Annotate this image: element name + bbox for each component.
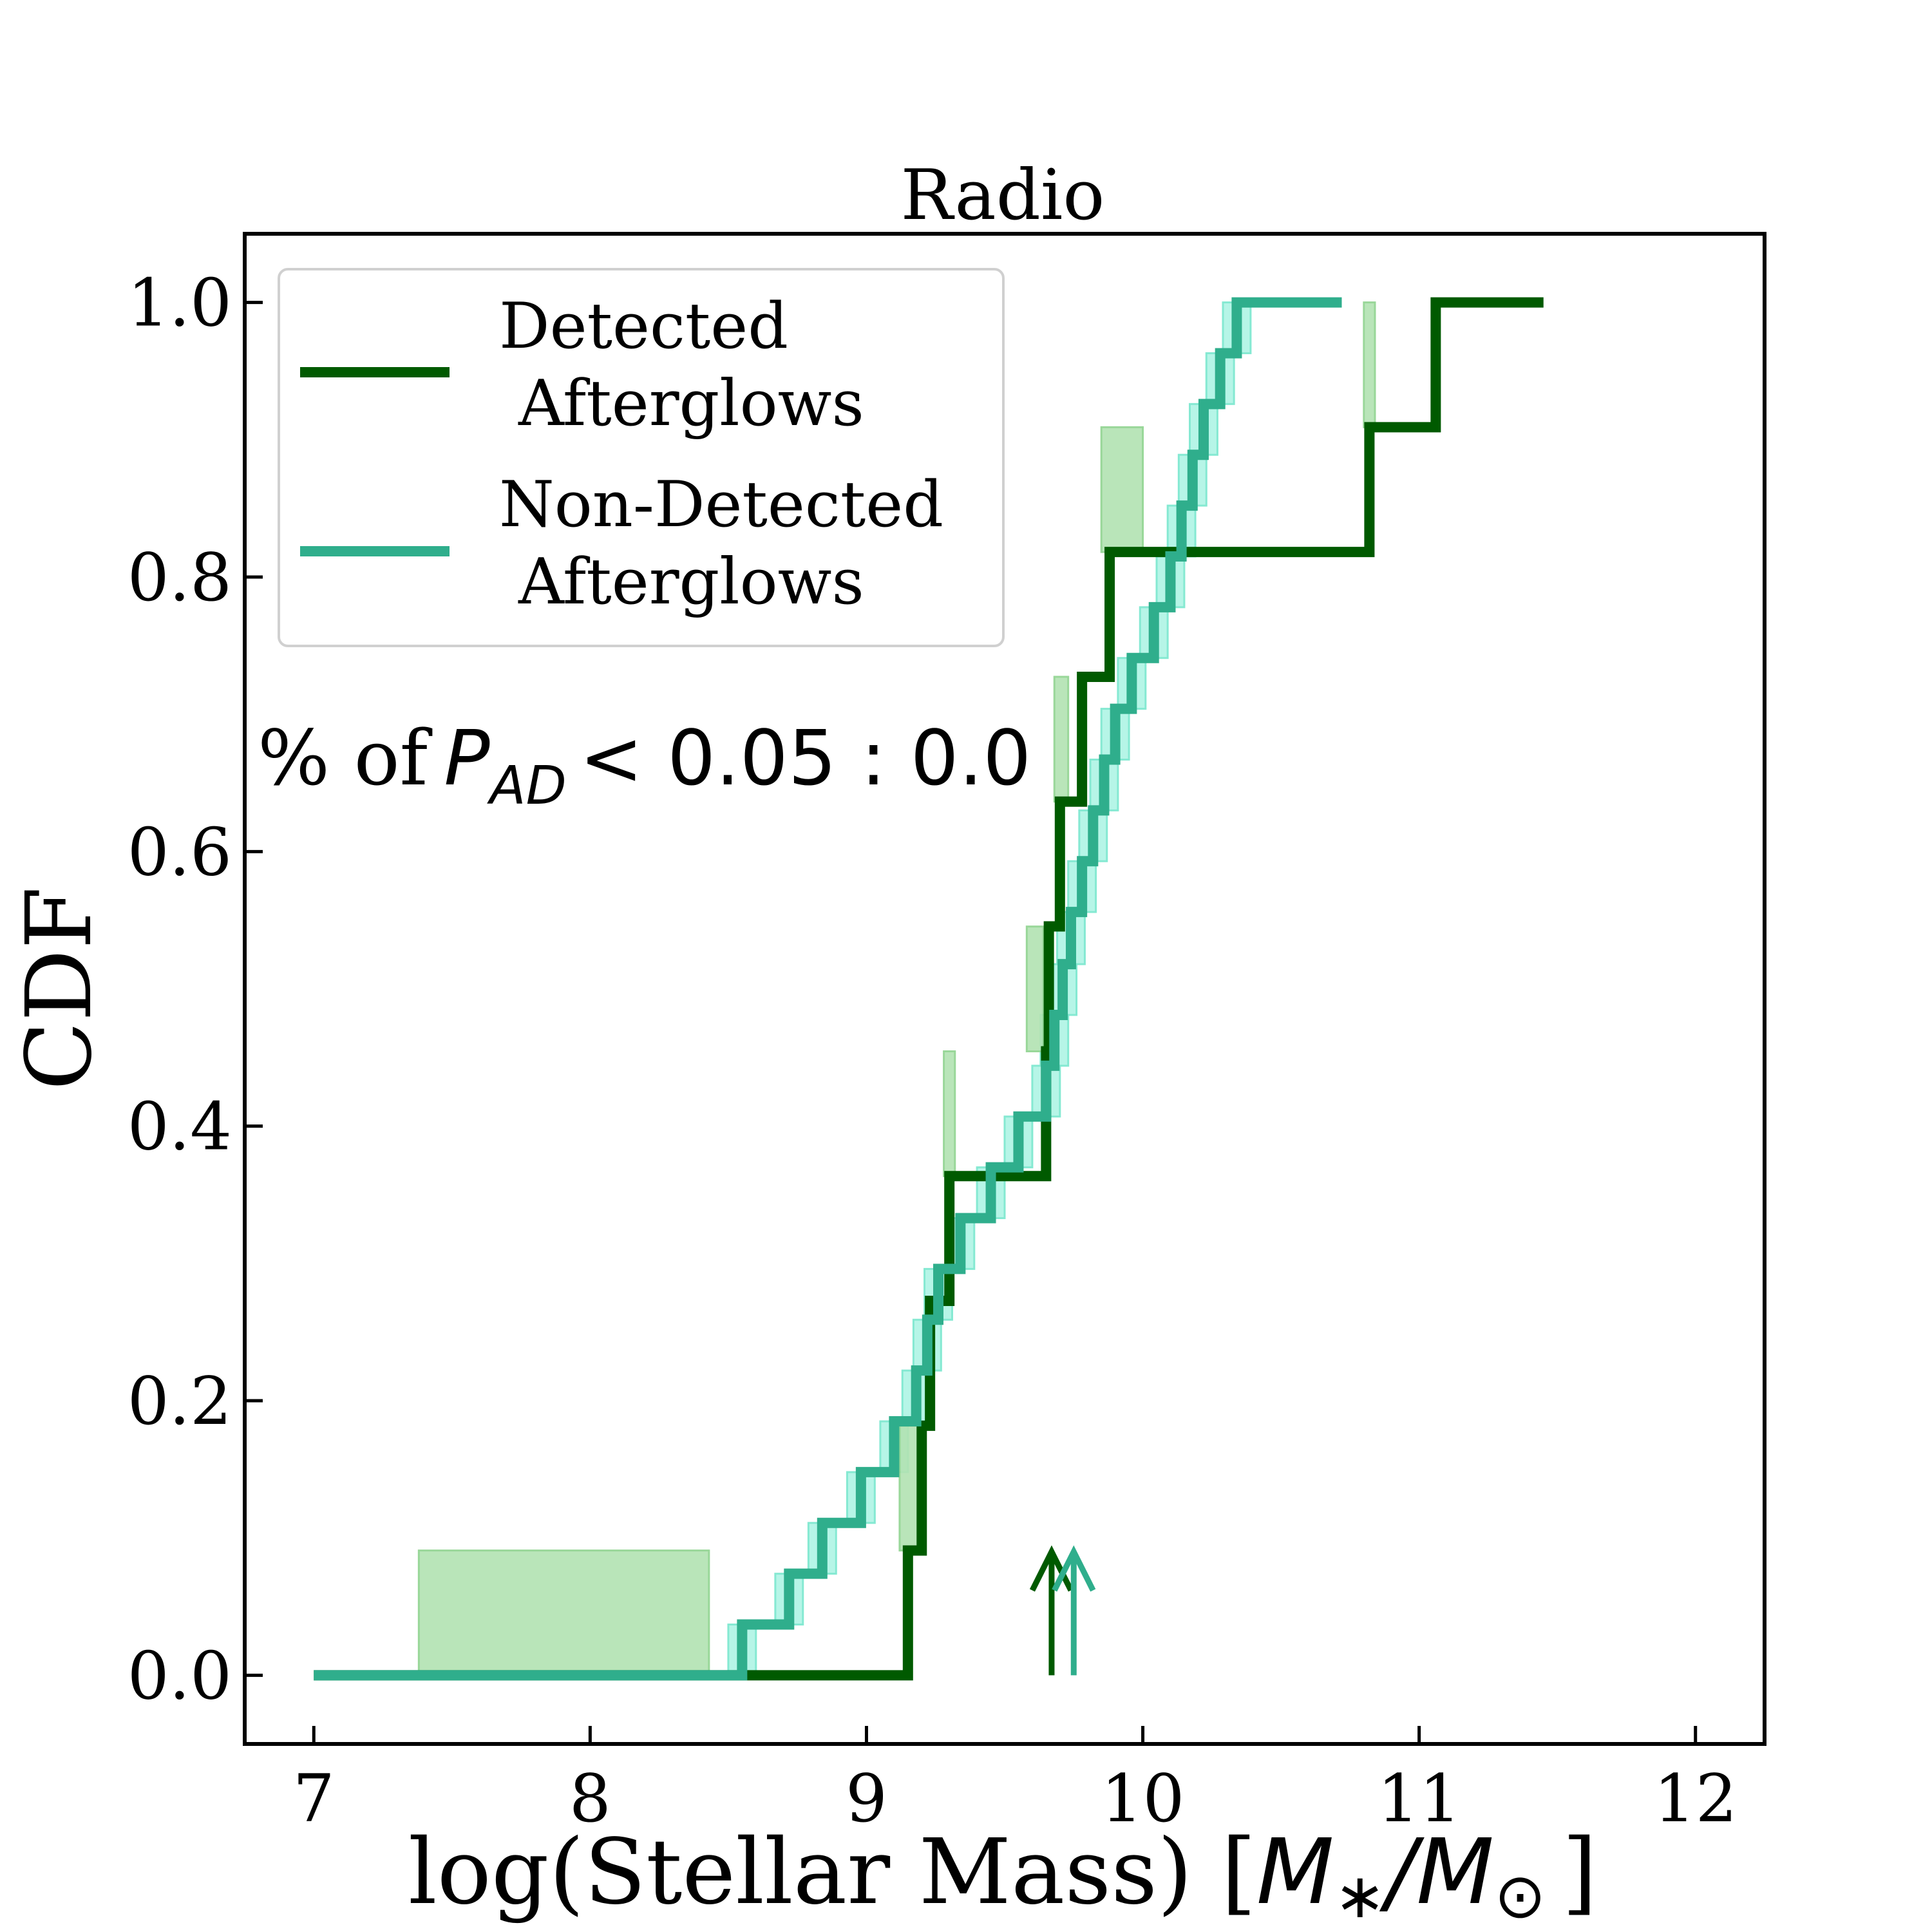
x-tick-label: 12 <box>1654 1761 1738 1837</box>
annotation-p: P <box>444 714 489 802</box>
plot-frame <box>243 232 1766 1746</box>
x-tick-label: 9 <box>846 1761 887 1837</box>
x-axis-label-main: log(Stellar Mass) [ <box>408 1820 1256 1925</box>
detected-band-segment <box>1053 676 1070 803</box>
cdf-lines <box>314 297 1544 1681</box>
median-arrow-detected <box>1029 1545 1074 1676</box>
detected-band-segment <box>943 1050 956 1177</box>
detected-band-segment <box>1025 925 1045 1052</box>
x-axis-label-sub2: ⊙ <box>1494 1860 1546 1932</box>
legend-label-detected-2: Afterglows <box>518 367 864 440</box>
y-axis-ticks: 0.0 0.2 0.4 0.6 0.8 1.0 <box>128 265 263 1714</box>
x-axis-label: log(Stellar Mass) [M∗/M⊙] <box>408 1820 1597 1932</box>
y-tick-label: 1.0 <box>128 265 232 342</box>
annotation-rest: < 0.05 : 0.0 <box>580 714 1032 802</box>
median-arrow-nondetected <box>1052 1545 1096 1676</box>
y-tick-label: 0.6 <box>128 814 232 891</box>
x-axis-label-sub1: ∗ <box>1334 1860 1386 1932</box>
x-axis-label-m2: M <box>1416 1820 1494 1925</box>
median-arrows <box>1029 1545 1096 1676</box>
detected-band-segment <box>417 1549 710 1676</box>
legend-label-detected-1: Detected <box>499 290 788 363</box>
annotation-prefix: % of <box>258 714 433 802</box>
legend: Detected Afterglows Non-Detected Aftergl… <box>278 268 1005 647</box>
x-tick-label: 11 <box>1378 1761 1461 1837</box>
x-axis-ticks: 7 8 9 10 11 12 <box>293 1726 1738 1837</box>
x-tick-label: 8 <box>569 1761 611 1837</box>
legend-label-nondetected-2: Afterglows <box>518 545 864 619</box>
x-axis-label-m1: M <box>1256 1820 1334 1925</box>
y-axis-label: CDF <box>7 887 112 1091</box>
detected-band-segment <box>1363 301 1376 428</box>
annotation-subscript: AD <box>487 755 567 817</box>
chart-title: Radio <box>901 155 1105 236</box>
y-tick-label: 0.2 <box>128 1363 232 1440</box>
x-tick-label: 7 <box>293 1761 335 1837</box>
x-tick-label: 10 <box>1101 1761 1185 1837</box>
ad-test-annotation: % of PAD < 0.05 : 0.0 <box>258 714 1031 817</box>
series-line-detected <box>314 297 1544 1681</box>
y-tick-label: 0.8 <box>128 540 232 616</box>
y-tick-label: 0.4 <box>128 1089 232 1166</box>
x-axis-label-close: ] <box>1562 1820 1598 1925</box>
legend-label-nondetected-1: Non-Detected <box>499 468 943 542</box>
series-line-nondetected <box>314 297 1342 1681</box>
y-tick-label: 0.0 <box>128 1638 232 1714</box>
detected-band-segment <box>1100 426 1144 553</box>
legend-box <box>278 268 1005 647</box>
